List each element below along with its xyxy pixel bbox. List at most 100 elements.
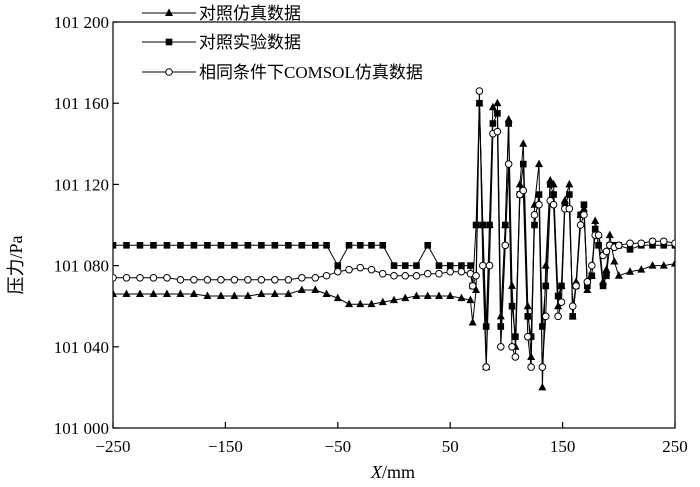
data-point	[659, 237, 668, 246]
data-point	[231, 242, 238, 249]
data-point	[472, 221, 480, 229]
data-point	[594, 231, 603, 239]
data-point	[435, 262, 443, 269]
data-point	[356, 242, 364, 249]
data-point	[390, 262, 398, 269]
data-point	[468, 282, 477, 290]
series-layer	[113, 87, 675, 391]
data-point	[584, 282, 591, 290]
data-point	[595, 242, 602, 249]
data-point	[472, 271, 480, 280]
data-point	[482, 323, 490, 330]
data-point	[671, 239, 675, 248]
series-line	[113, 90, 675, 368]
data-point	[572, 282, 580, 290]
data-point	[297, 285, 306, 293]
data-point	[412, 291, 421, 300]
data-point	[162, 289, 171, 298]
data-point	[177, 242, 184, 249]
data-point	[637, 265, 646, 273]
data-point	[486, 221, 493, 229]
data-point	[504, 160, 513, 168]
data-point	[485, 261, 494, 270]
data-point	[576, 221, 585, 229]
data-point	[345, 299, 354, 308]
data-point	[615, 241, 623, 250]
data-point	[203, 276, 212, 284]
data-point	[203, 291, 212, 300]
data-point	[565, 204, 574, 213]
data-point	[494, 110, 501, 117]
data-point	[534, 159, 543, 168]
data-point	[257, 289, 266, 298]
data-point	[648, 237, 657, 246]
data-point	[401, 271, 410, 280]
data-point	[458, 262, 465, 269]
axis-ticks: −250 −150 −50 50 150 250 101 000 101 040 101 080…	[54, 13, 688, 456]
data-point	[599, 282, 607, 290]
data-point	[519, 139, 528, 147]
data-point	[554, 292, 562, 300]
data-point	[568, 302, 577, 311]
data-point	[244, 242, 252, 249]
series-control-experiment	[113, 99, 675, 340]
data-point	[446, 291, 455, 300]
data-point	[298, 242, 306, 249]
data-point	[390, 271, 398, 280]
data-point	[446, 267, 455, 276]
x-tick-label: −250	[95, 437, 130, 456]
data-point	[367, 299, 376, 308]
data-point	[367, 265, 376, 274]
data-point	[423, 269, 432, 278]
data-point	[334, 262, 342, 269]
x-axis-title-italic: X	[370, 462, 383, 482]
data-point	[475, 87, 484, 95]
data-point	[468, 317, 477, 326]
data-point	[176, 289, 185, 298]
data-point	[379, 242, 387, 249]
data-point	[580, 211, 588, 219]
data-point	[530, 211, 539, 219]
data-point	[550, 191, 557, 198]
data-point	[122, 289, 131, 298]
x-axis-title: X/mm	[370, 462, 415, 482]
data-point	[457, 293, 466, 302]
data-point	[583, 278, 592, 286]
data-point	[345, 265, 353, 274]
x-tick-label: −150	[208, 437, 243, 456]
data-point	[413, 262, 420, 269]
legend-item-control-simulation: 对照仿真数据	[142, 4, 301, 23]
data-point	[541, 312, 550, 321]
data-point	[538, 382, 547, 391]
x-tick-label: 250	[662, 437, 688, 456]
plot-frame	[112, 21, 676, 429]
data-point	[541, 261, 550, 269]
x-tick-label: 50	[442, 437, 459, 456]
data-point	[610, 257, 619, 265]
data-point	[457, 267, 466, 276]
x-axis-title-unit: /mm	[382, 462, 415, 482]
data-point	[488, 102, 497, 111]
data-point	[356, 299, 365, 308]
data-point	[542, 282, 550, 290]
data-point	[122, 273, 131, 282]
data-point	[554, 312, 562, 321]
data-point	[446, 262, 454, 269]
data-point	[493, 98, 502, 107]
data-point	[482, 363, 490, 371]
legend-item-control-experiment: 对照实验数据	[142, 33, 301, 52]
data-point	[626, 246, 634, 253]
data-point	[648, 261, 657, 269]
data-point	[334, 267, 342, 276]
data-point	[217, 276, 225, 284]
data-point	[614, 271, 623, 279]
data-point	[113, 289, 117, 298]
data-point	[435, 269, 443, 278]
y-axis-title: 压力/Pa	[6, 235, 26, 294]
data-point	[523, 332, 532, 341]
data-point	[539, 323, 546, 330]
data-point	[508, 302, 516, 310]
y-tick-label: 101 120	[54, 175, 109, 194]
data-point	[511, 353, 520, 361]
data-point	[434, 291, 443, 300]
